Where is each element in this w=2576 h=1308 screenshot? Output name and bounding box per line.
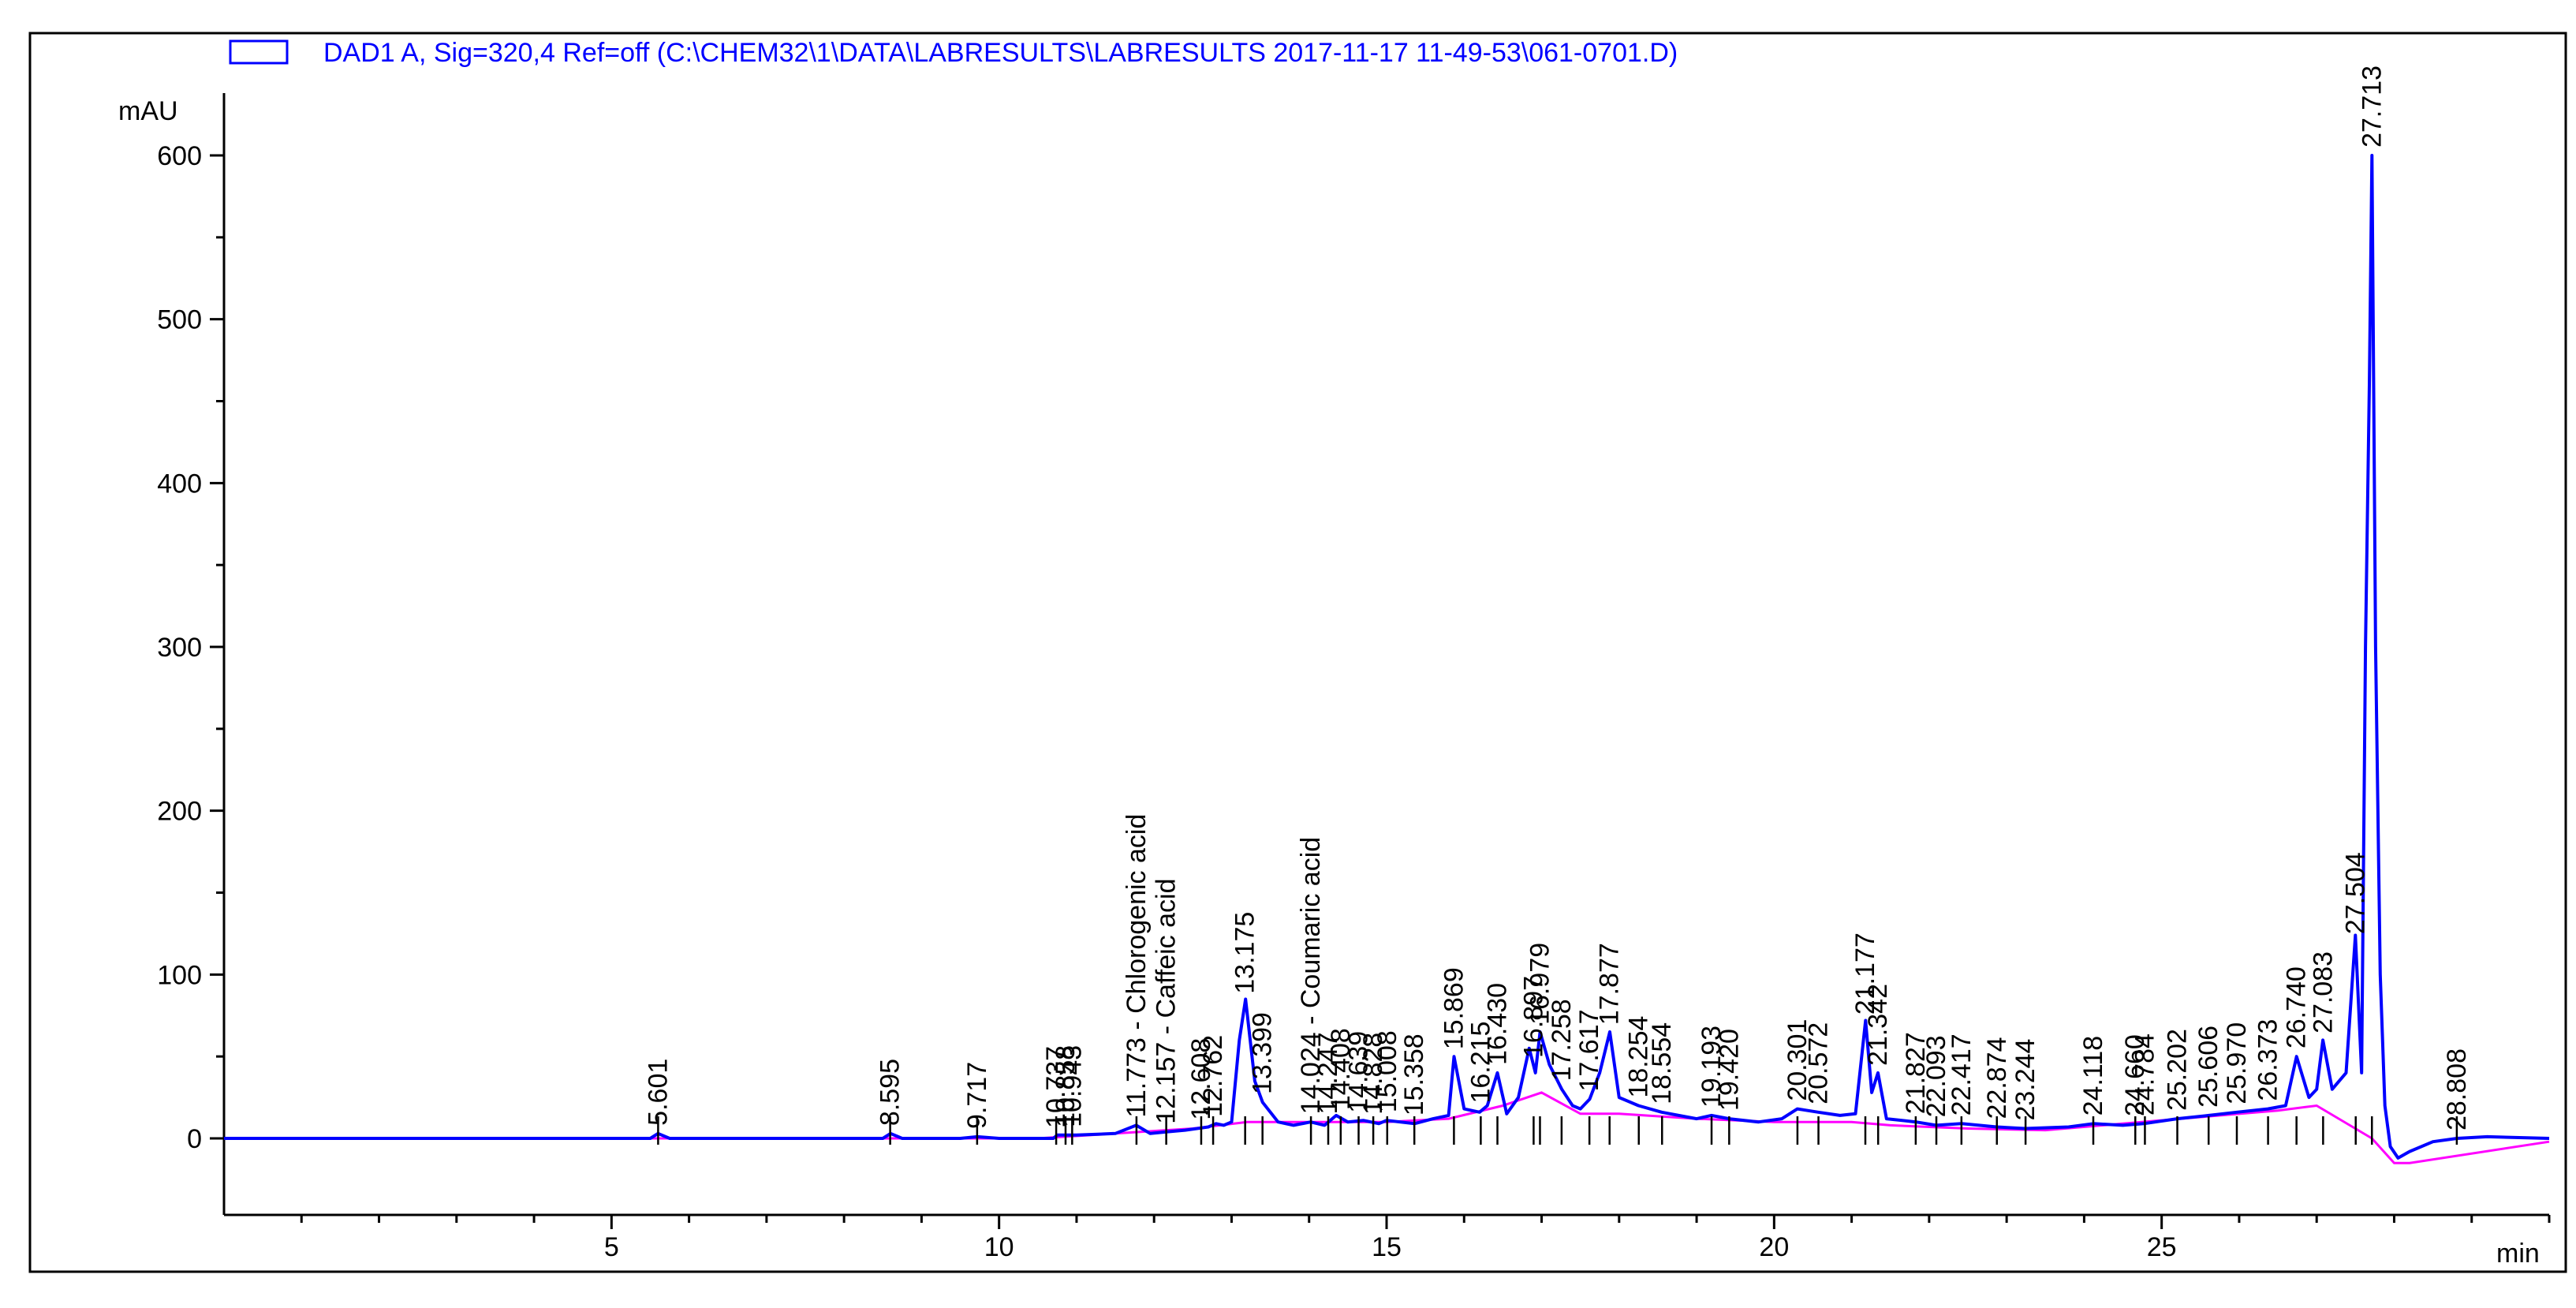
peak-label: 18.254 xyxy=(1624,1016,1654,1098)
peak-label: 19.193 xyxy=(1697,1026,1727,1108)
peak-label: 10.858 xyxy=(1051,1045,1081,1127)
peak-label: 28.808 xyxy=(2442,1048,2472,1130)
signal-layer xyxy=(224,154,2550,1160)
peak-label: 16.430 xyxy=(1483,983,1513,1065)
peak-label: 25.202 xyxy=(2163,1029,2193,1111)
y-tick-label: 100 xyxy=(157,960,202,990)
peak-label: 25.606 xyxy=(2193,1026,2223,1108)
peak-label: 14.247 xyxy=(1313,1032,1343,1114)
peak-label: 24.784 xyxy=(2130,1033,2160,1116)
peak-label: 16.897 xyxy=(1518,976,1548,1058)
y-tick-label: 600 xyxy=(157,141,202,171)
peak-label: 16.979 xyxy=(1525,943,1555,1025)
x-tick-label: 5 xyxy=(604,1232,619,1262)
x-tick-label: 25 xyxy=(2147,1232,2177,1262)
peak-label: 15.358 xyxy=(1399,1033,1429,1116)
peak-label: 16.215 xyxy=(1465,1022,1495,1104)
peak-label: 12.608 xyxy=(1186,1038,1216,1120)
peak-label: 21.342 xyxy=(1863,984,1893,1066)
peak-label: 25.970 xyxy=(2222,1022,2252,1104)
x-axis-title: min xyxy=(2496,1239,2540,1269)
y-tick-label: 300 xyxy=(157,633,202,663)
peak-label: 27.083 xyxy=(2308,951,2338,1033)
peak-label: 22.417 xyxy=(1947,1033,1977,1116)
peak-label: 23.244 xyxy=(2010,1039,2040,1121)
signal-series-line xyxy=(224,154,2550,1160)
axes-layer: 0 100 200 300 400 500 600 5 10 15 20 25 xyxy=(157,93,2551,1262)
y-axis-title: mAU xyxy=(118,96,178,126)
peak-label: 13.175 xyxy=(1230,912,1260,994)
legend-label: DAD1 A, Sig=320,4 Ref=off (C:\CHEM32\1\D… xyxy=(323,38,1678,68)
peak-label: 26.740 xyxy=(2282,966,2312,1048)
peak-label: 14.639 xyxy=(1344,1031,1374,1113)
peak-label: 24.118 xyxy=(2078,1036,2108,1116)
peak-label: 10.737 xyxy=(1041,1046,1071,1128)
peak-label: 9.717 xyxy=(962,1062,992,1129)
peak-label: 20.572 xyxy=(1804,1022,1834,1104)
y-tick-label: 500 xyxy=(157,305,202,335)
peak-label: 21.177 xyxy=(1850,932,1880,1015)
peak-label: 17.877 xyxy=(1595,943,1625,1025)
peak-label: 27.713 xyxy=(2357,65,2387,148)
peak-label: 26.373 xyxy=(2253,1019,2283,1101)
peak-label: 12.157 - Caffeic acid xyxy=(1152,878,1182,1123)
peak-label: 5.601 xyxy=(643,1059,673,1126)
peak-label: 17.258 xyxy=(1547,999,1577,1081)
y-tick-label: 0 xyxy=(187,1124,202,1154)
peak-label: 20.301 xyxy=(1783,1019,1813,1101)
peak-label: 14.828 xyxy=(1358,1033,1388,1115)
peak-label: 12.762 xyxy=(1198,1035,1228,1117)
peak-label: 11.773 - Chlorogenic acid xyxy=(1122,814,1152,1118)
x-tick-label: 15 xyxy=(1372,1232,1402,1262)
y-tick-label: 400 xyxy=(157,469,202,499)
peak-label: 8.595 xyxy=(875,1059,905,1126)
peak-label: 14.024 - Coumaric acid xyxy=(1296,837,1326,1115)
peak-label: 14.408 xyxy=(1326,1028,1356,1110)
peak-label: 17.617 xyxy=(1574,1009,1604,1091)
x-tick-label: 20 xyxy=(1759,1232,1789,1262)
peak-label: 27.504 xyxy=(2341,852,2371,934)
peak-label: 19.420 xyxy=(1714,1029,1744,1111)
peak-label: 18.554 xyxy=(1647,1022,1677,1104)
peak-label: 15.869 xyxy=(1439,967,1469,1049)
x-tick-label: 10 xyxy=(984,1232,1014,1262)
peak-label: 22.874 xyxy=(1982,1037,2012,1119)
outer-frame xyxy=(28,32,2567,1273)
peak-label: 10.943 xyxy=(1057,1045,1087,1127)
peak-label: 13.399 xyxy=(1248,1012,1278,1094)
peak-label: 24.660 xyxy=(2120,1034,2150,1116)
peak-label: 22.093 xyxy=(1921,1035,1951,1117)
legend-swatch xyxy=(229,39,289,65)
peak-label: 21.827 xyxy=(1901,1032,1931,1114)
peak-label: 15.008 xyxy=(1372,1030,1402,1112)
y-tick-label: 200 xyxy=(157,797,202,827)
